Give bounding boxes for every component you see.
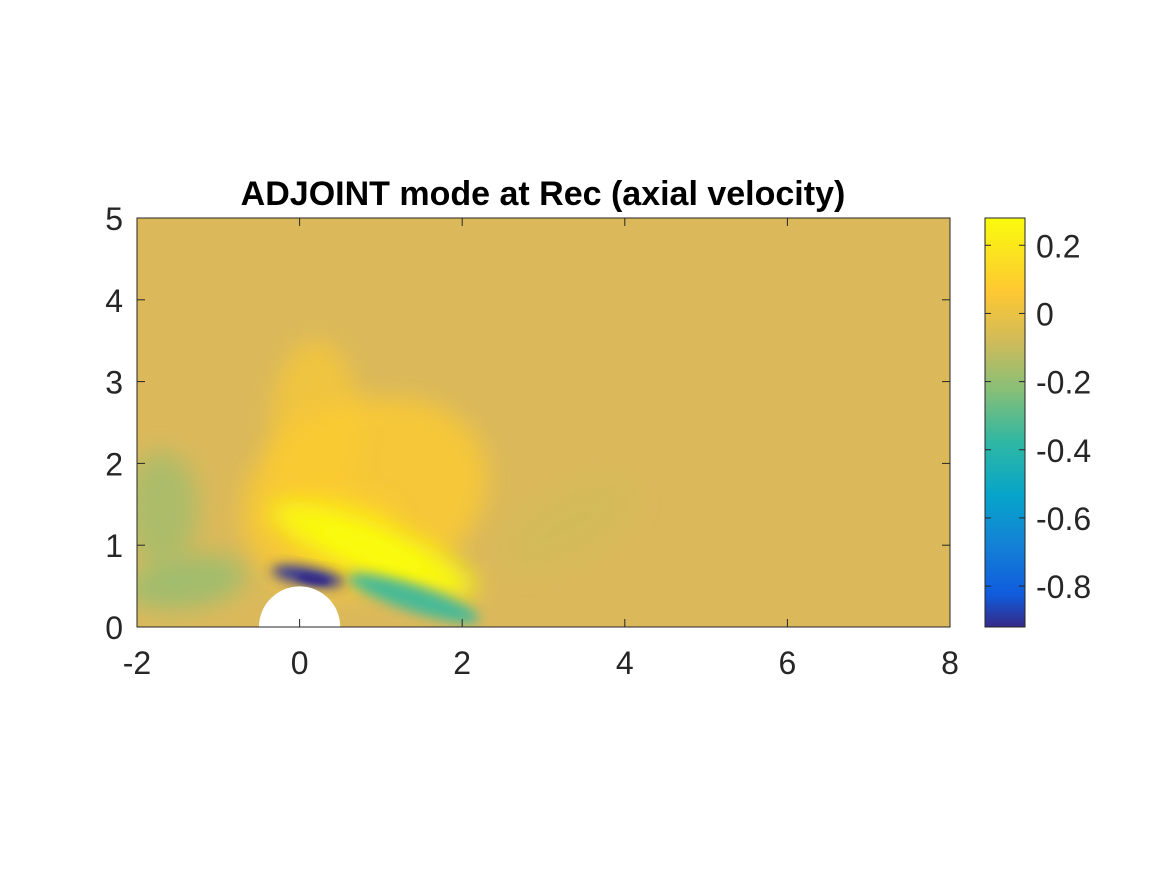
y-tick-label: 3 — [105, 365, 123, 401]
colorbar: 0.2 0 -0.2 -0.4 -0.6 -0.8 — [984, 217, 1091, 628]
axes-box — [136, 217, 951, 628]
y-tick-label: 0 — [105, 610, 123, 646]
x-tick-label: 2 — [453, 645, 471, 681]
colorbar-gradient — [984, 217, 1026, 628]
y-tick-label: 5 — [105, 201, 123, 237]
field-positive-peak — [321, 526, 424, 573]
y-tick-label: 1 — [105, 528, 123, 564]
x-tick-label: 4 — [616, 645, 634, 681]
y-tick-label: 2 — [105, 446, 123, 482]
colorbar-tick-label: -0.2 — [1036, 365, 1091, 401]
colorbar-tick-label: 0 — [1036, 296, 1054, 332]
cylinder-obstacle — [258, 586, 341, 627]
colorbar-tick-label: -0.4 — [1036, 433, 1091, 469]
x-tick-label: 6 — [779, 645, 797, 681]
field-weak-negative-wake — [501, 478, 635, 571]
chart-title: ADJOINT mode at Rec (axial velocity) — [241, 175, 846, 213]
field-weak-negative-upstream-extension — [137, 451, 198, 566]
field-weak-negative-upstream — [137, 554, 247, 610]
x-tick-label: 0 — [291, 645, 309, 681]
colorbar-tick-label: 0.2 — [1036, 228, 1080, 264]
x-tick-label: 8 — [941, 645, 959, 681]
field-negative-tail — [347, 573, 480, 624]
field-weak-positive-halo — [241, 397, 488, 595]
plot-area — [137, 218, 950, 627]
field-negative-peak — [297, 574, 330, 585]
x-tick-label: -2 — [123, 645, 151, 681]
colorbar-tick-label: -0.6 — [1036, 501, 1091, 537]
colorbar-tick-label: -0.8 — [1036, 569, 1091, 605]
y-tick-label: 4 — [105, 283, 123, 319]
